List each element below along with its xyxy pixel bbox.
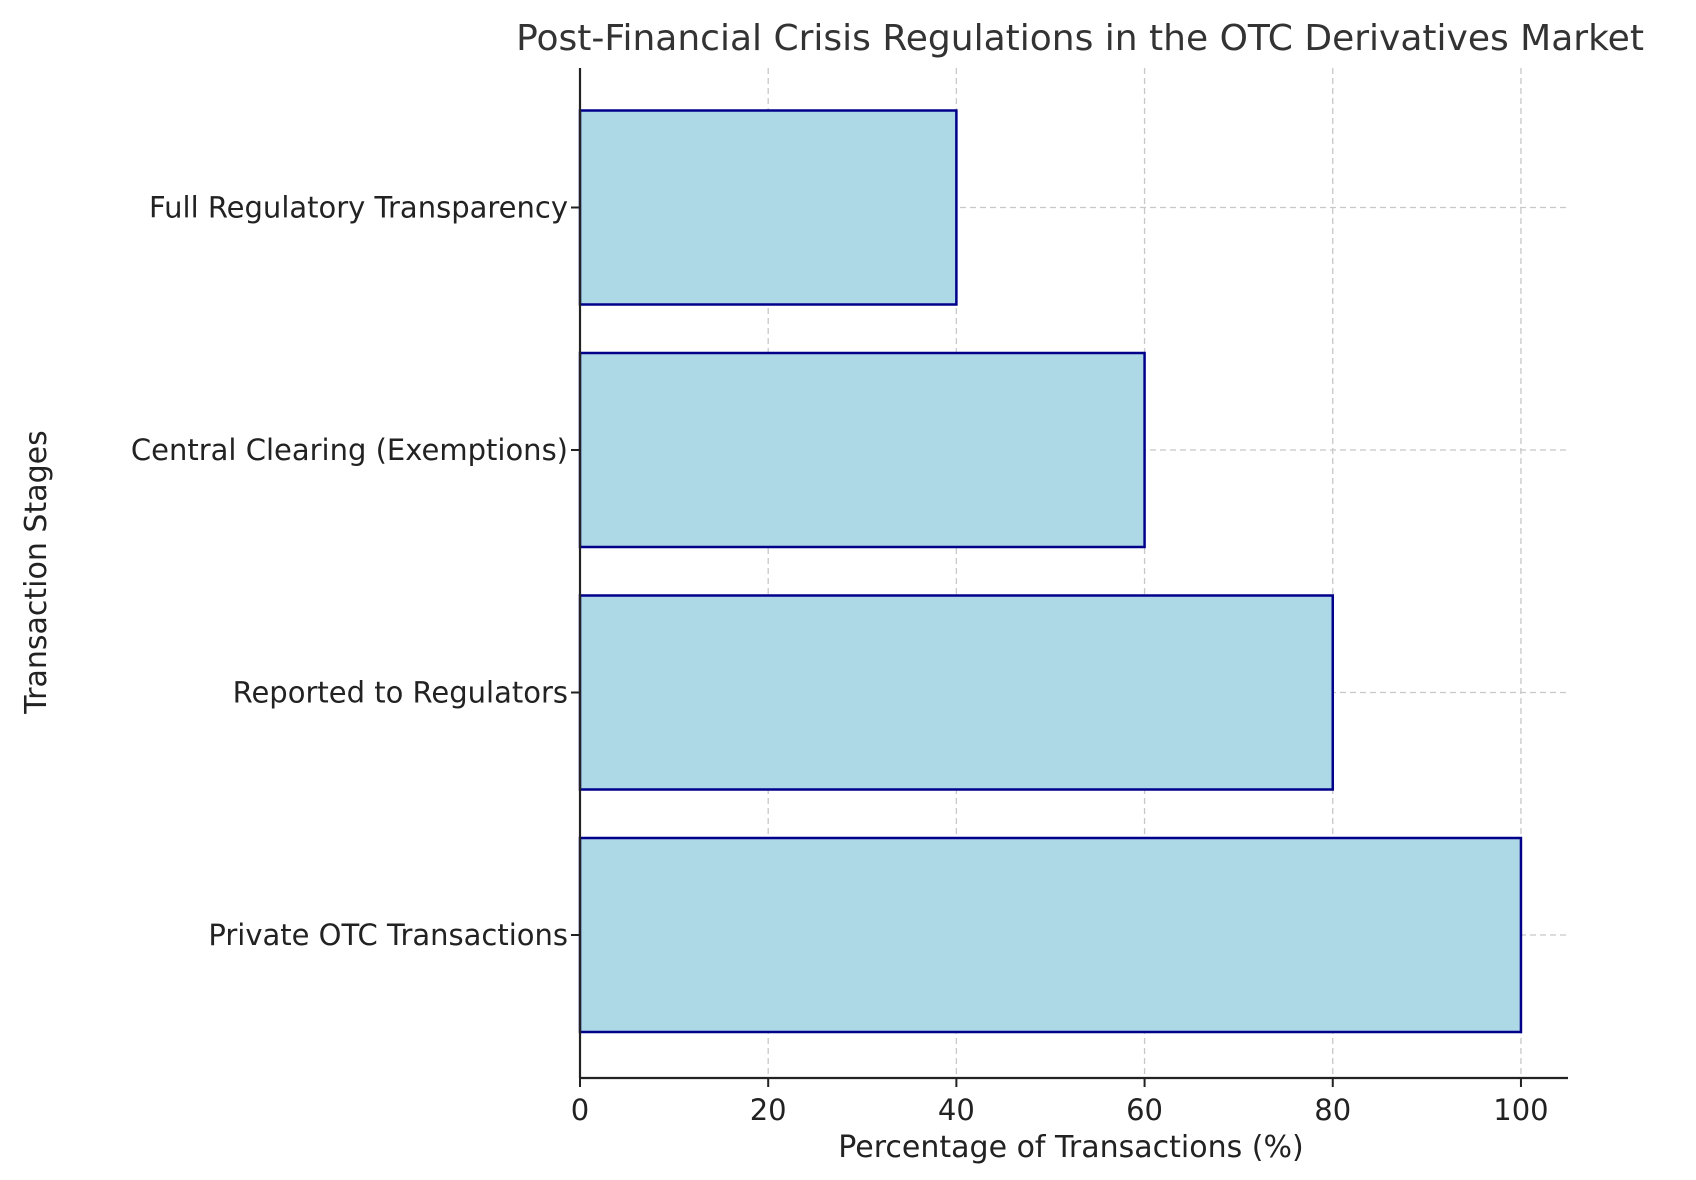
bars-layer: [578, 109, 1523, 1034]
x-tick-label: 60: [1126, 1093, 1163, 1127]
x-tick-label: 40: [938, 1093, 975, 1127]
x-tick-label: 0: [571, 1093, 589, 1127]
y-tick-label: Central Clearing (Exemptions): [131, 433, 568, 467]
y-axis-label: Transaction Stages: [19, 430, 54, 714]
axes-layer: [578, 68, 1568, 1080]
bar: [578, 109, 958, 306]
bar: [578, 836, 1523, 1034]
x-tick-label: 80: [1314, 1093, 1351, 1127]
y-tick-label: Private OTC Transactions: [208, 918, 568, 952]
ticks-layer: 0 20 40 60 80 100 Private OTC Transactions Repo…: [131, 191, 1549, 1128]
chart-title: Post-Financial Crisis Regulations in the…: [516, 18, 1644, 59]
bar: [578, 594, 1335, 791]
bar: [578, 351, 1146, 549]
x-tick-label: 20: [750, 1093, 787, 1127]
x-axis-label: Percentage of Transactions (%): [838, 1130, 1303, 1165]
y-tick-label: Full Regulatory Transparency: [149, 191, 568, 225]
x-tick-label: 100: [1493, 1093, 1548, 1127]
y-tick-label: Reported to Regulators: [233, 676, 568, 710]
